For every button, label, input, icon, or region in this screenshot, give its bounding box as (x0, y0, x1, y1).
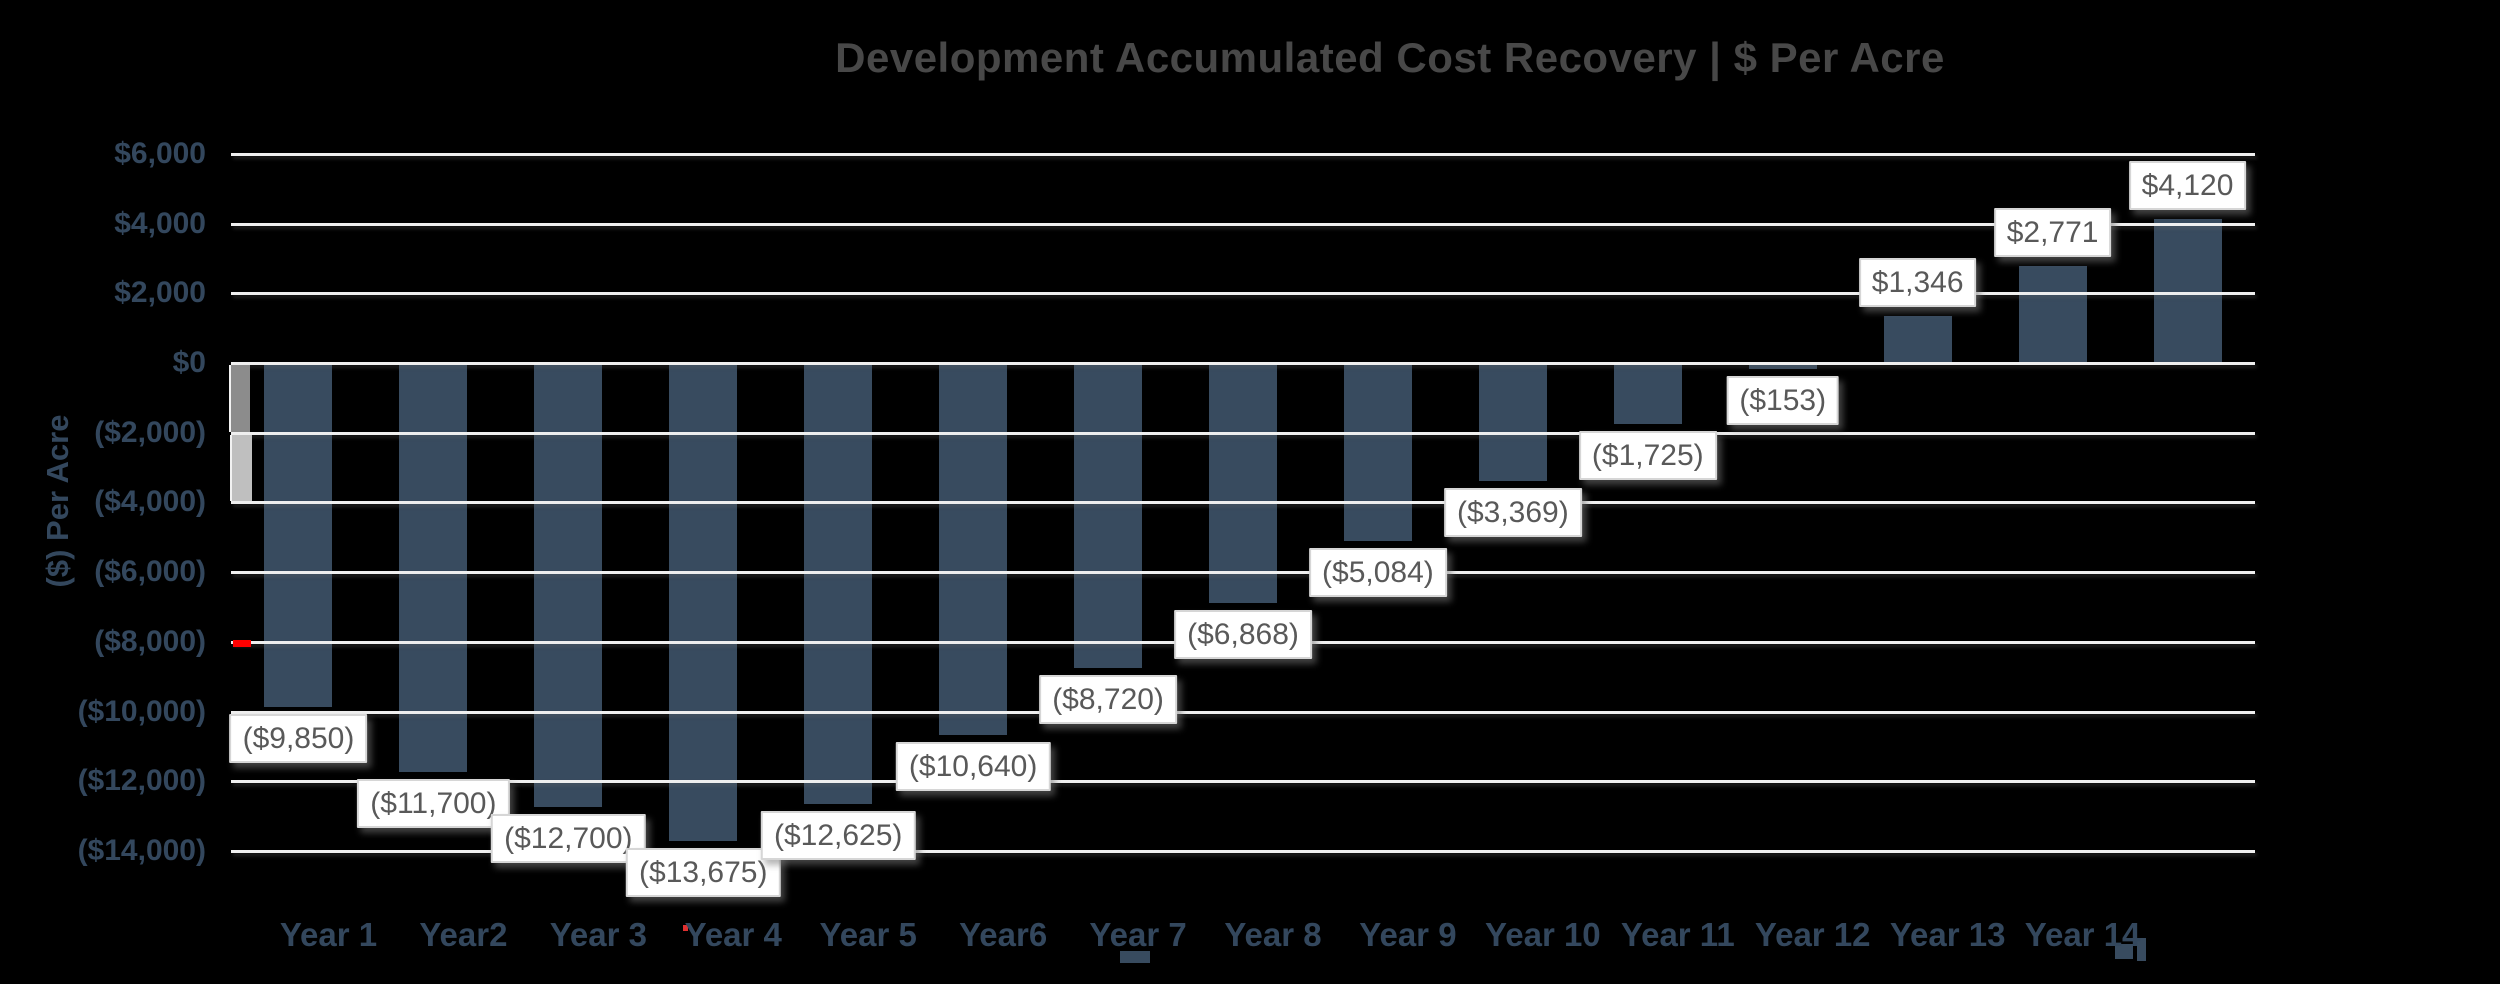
x-axis-label: Year 9 (1359, 916, 1457, 953)
data-label: ($1,725) (1578, 431, 1717, 481)
x-axis-label: Year 12 (1754, 916, 1871, 953)
data-label: ($12,700) (491, 813, 646, 863)
bar (1748, 364, 1817, 370)
y-tick-label: ($10,000) (77, 694, 206, 728)
gridline (231, 362, 2255, 365)
bar (1209, 364, 1277, 604)
x-axis-label: Year 1 (279, 916, 378, 953)
bar (669, 364, 738, 841)
x-axis-label: Year 5 (819, 916, 917, 953)
red-dash-artifact (233, 640, 251, 647)
bar (2153, 219, 2222, 363)
x-axis-label: Year2 (419, 916, 508, 953)
gridline (231, 152, 2255, 156)
x-axis-label: Year 7 (1089, 916, 1187, 953)
x-axis-label: Year 8 (1224, 916, 1322, 953)
gridline (231, 292, 2255, 296)
data-label: ($10,640) (895, 741, 1051, 791)
bar (1074, 364, 1143, 668)
bar (804, 364, 873, 804)
year14-ghost-a-artifact (2115, 944, 2133, 959)
data-label: ($13,675) (626, 847, 781, 897)
y-tick-label: ($6,000) (94, 555, 206, 589)
year7-ghost-artifact (1120, 951, 1150, 963)
bar (939, 364, 1008, 735)
bar (2018, 266, 2087, 363)
data-label: ($3,369) (1443, 488, 1582, 538)
data-label: $2,771 (1993, 208, 2112, 258)
data-label: ($153) (1726, 376, 1840, 426)
gridline (231, 501, 2255, 505)
year14-ghost-b-artifact (2137, 938, 2146, 961)
data-label: ($6,868) (1174, 610, 1312, 660)
y-tick-label: ($2,000) (94, 415, 206, 449)
x-axis-label: Year6 (959, 916, 1048, 953)
clipped-gray-bar-artifact (229, 365, 250, 432)
data-label: ($9,850) (229, 714, 368, 764)
y-tick-label: ($8,000) (94, 624, 206, 658)
y-tick-label: $0 (172, 346, 206, 379)
data-label: ($8,720) (1039, 674, 1177, 724)
bar (264, 364, 333, 708)
bar (1613, 364, 1682, 425)
y-tick-label: ($12,000) (77, 764, 206, 798)
red-dot-artifact (683, 925, 688, 931)
x-axis-label: Year 13 (1889, 916, 2006, 953)
x-axis-label: Year 14 (2024, 916, 2141, 953)
y-tick-label: $6,000 (114, 136, 206, 170)
x-axis-label: Year 11 (1620, 916, 1735, 953)
chart-title: Development Accumulated Cost Recovery | … (835, 34, 1945, 81)
gridline (231, 710, 2255, 714)
x-axis-label: Year 3 (549, 916, 647, 953)
y-tick-label: ($4,000) (94, 485, 206, 519)
gridline (231, 780, 2255, 784)
data-label: $4,120 (2128, 161, 2247, 211)
clipped-light-gray-bar-artifact (230, 435, 252, 501)
data-label: ($11,700) (357, 778, 510, 828)
gridline (231, 222, 2255, 226)
data-label: $1,346 (1858, 258, 1977, 308)
data-label: ($5,084) (1309, 548, 1447, 598)
data-label: ($12,625) (760, 810, 916, 860)
y-tick-label: $2,000 (114, 276, 206, 310)
bar (534, 364, 603, 807)
gridline (231, 849, 2255, 853)
x-axis-label: Year 4 (684, 916, 782, 953)
bar (1343, 364, 1412, 542)
x-axis-label: Year 10 (1485, 916, 1601, 953)
bar (1478, 364, 1547, 482)
gridline (231, 431, 2255, 435)
gridline (231, 571, 2255, 575)
y-tick-label: $4,000 (114, 206, 206, 240)
bar (1883, 316, 1952, 363)
y-tick-label: ($14,000) (77, 833, 206, 867)
